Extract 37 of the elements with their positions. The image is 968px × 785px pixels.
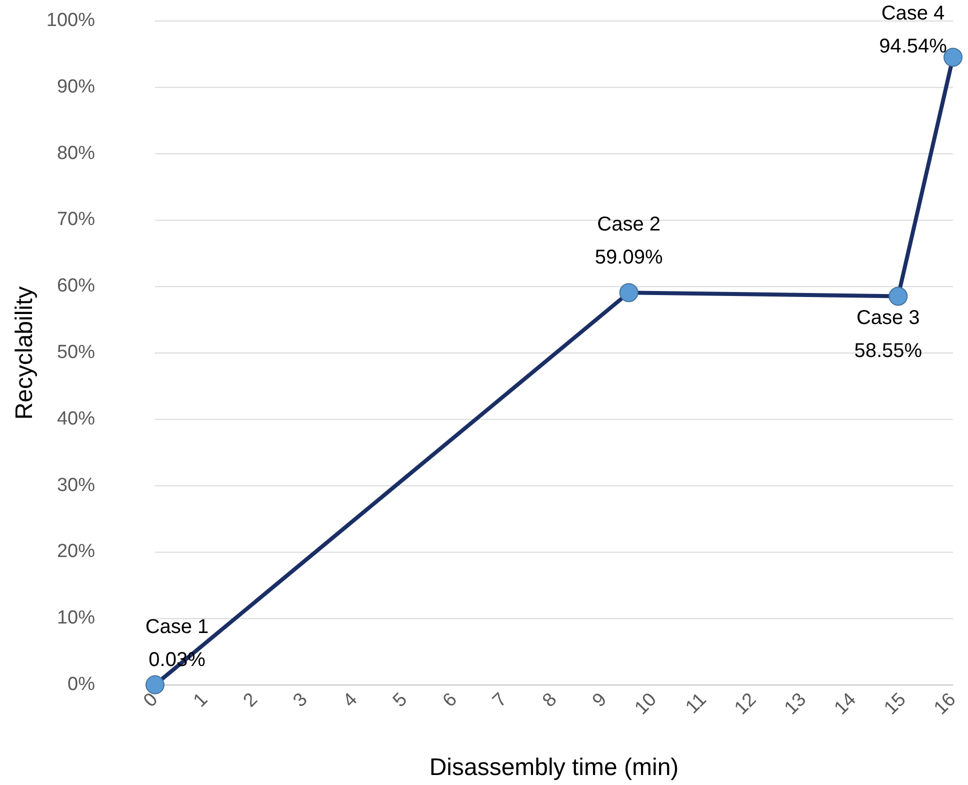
y-tick-label: 10% (56, 608, 96, 629)
x-tick-label: 8 (538, 689, 562, 712)
x-axis-title: Disassembly time (min) (429, 754, 679, 781)
data-label: 59.09% (594, 246, 663, 269)
x-tick-label: 16 (930, 689, 960, 720)
x-tick-label: 1 (190, 689, 212, 712)
x-tick-label: 14 (830, 688, 861, 720)
x-tick-label: 11 (682, 689, 711, 718)
x-tick-label: 4 (339, 688, 362, 712)
data-label: 94.54% (879, 35, 948, 58)
y-tick-label: 100% (46, 10, 96, 32)
y-tick-label: 60% (56, 276, 96, 297)
x-tick-label: 5 (389, 689, 412, 712)
x-tick-label: 3 (289, 689, 312, 712)
y-tick-label: 30% (56, 474, 96, 496)
x-tick-label: 6 (439, 689, 462, 712)
x-tick-label: 7 (488, 689, 512, 712)
annotation: Case 4 (881, 2, 945, 24)
x-tick-label: 15 (880, 689, 910, 720)
y-tick-label: 20% (56, 541, 96, 562)
x-tick-label: 10 (631, 689, 661, 720)
data-label: 58.55% (854, 340, 922, 362)
x-tick-label: 2 (240, 689, 262, 712)
x-tick-label: 0 (140, 689, 162, 712)
y-tick-label: 90% (56, 76, 96, 98)
annotation: Case 2 (597, 214, 660, 236)
annotation: Case 1 (145, 616, 209, 638)
y-tick-label: 80% (56, 142, 96, 164)
annotation: Case 3 (856, 307, 920, 330)
x-tick-label: 9 (588, 689, 611, 712)
x-tick-label: 12 (730, 689, 761, 720)
x-tick-label: 13 (780, 689, 810, 720)
y-tick-label: 0% (68, 674, 96, 696)
y-axis-title: Recyclability (11, 286, 38, 420)
y-tick-label: 50% (56, 342, 96, 364)
y-tick-label: 40% (56, 408, 96, 430)
y-tick-label: 70% (56, 209, 96, 230)
